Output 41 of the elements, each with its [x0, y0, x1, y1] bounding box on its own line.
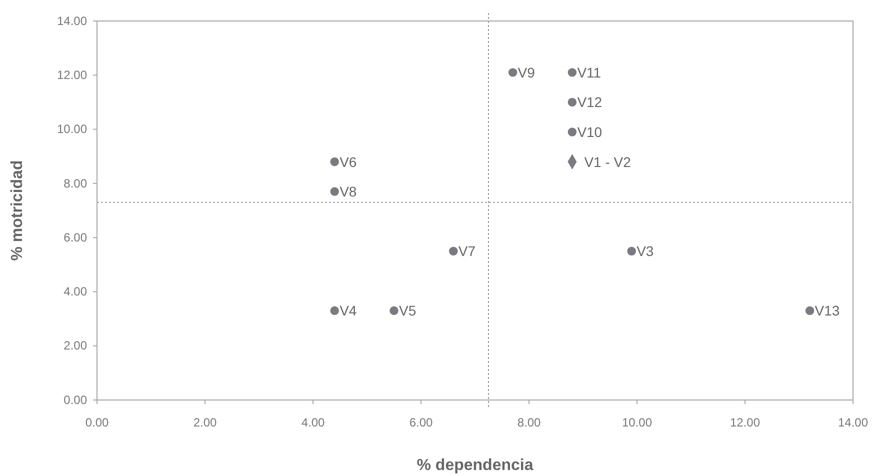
point — [449, 246, 458, 256]
y-tick-label: 0.00 — [64, 392, 88, 407]
point — [568, 68, 577, 77]
annotation: V1 - V2 — [584, 154, 632, 170]
x-tick-label: 10.00 — [622, 416, 652, 430]
annotation: V6 — [340, 154, 357, 170]
annotation: V7 — [458, 243, 476, 260]
x-tick-label: 2.00 — [193, 416, 217, 430]
annotation: V10 — [577, 124, 602, 140]
point — [390, 306, 398, 316]
point — [805, 306, 814, 316]
point — [330, 157, 339, 166]
x-tick-label: 4.00 — [301, 416, 325, 430]
y-tick-label: 8.00 — [64, 176, 88, 190]
y-tick-label: 12.00 — [56, 68, 88, 82]
annotation: V4 — [340, 302, 357, 319]
point — [568, 98, 577, 107]
annotation: V8 — [340, 184, 357, 200]
y-tick-label: 2.00 — [64, 338, 88, 353]
x-tick-label: 12.00 — [730, 416, 760, 430]
annotation: V13 — [814, 302, 840, 319]
y-tick-label: 10.00 — [56, 122, 88, 136]
point — [330, 306, 339, 316]
y-tick-label: 6.00 — [64, 230, 88, 244]
annotation: V3 — [636, 243, 654, 260]
x-tick-label: 0.00 — [85, 416, 109, 430]
point — [330, 187, 339, 196]
point — [508, 68, 518, 77]
x-tick-label: 6.00 — [409, 416, 433, 430]
y-tick-label: 4.00 — [64, 284, 88, 299]
annotation: V9 — [518, 64, 536, 80]
point — [568, 128, 577, 136]
annotation: V5 — [399, 302, 416, 319]
y-axis-title: % motricidad — [9, 160, 26, 261]
x-tick-label: 14.00 — [838, 416, 868, 430]
point — [627, 246, 636, 256]
annotation: V11 — [577, 64, 602, 80]
x-tick-label: 8.00 — [517, 416, 541, 430]
x-axis-title: % dependencia — [416, 457, 534, 474]
y-tick-label: 14.00 — [56, 14, 88, 28]
annotation: V12 — [577, 94, 602, 110]
